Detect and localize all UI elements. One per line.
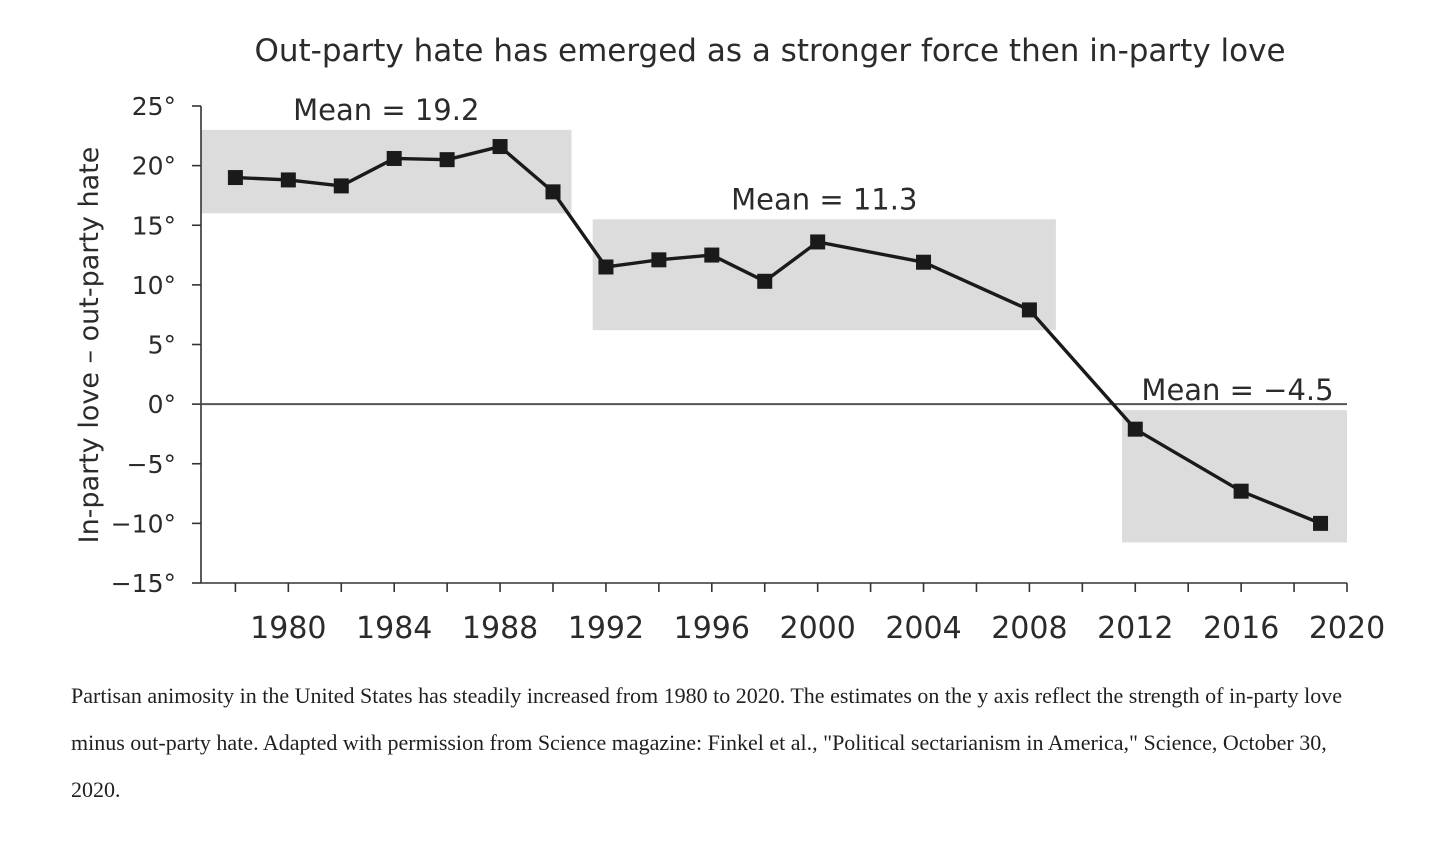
x-tick-label: 2000 [779,611,855,646]
x-tick-label: 2008 [991,611,1067,646]
x-tick-label: 1980 [250,611,326,646]
chart: Out-party hate has emerged as a stronger… [74,33,1385,646]
y-axis-label: In-party love – out-party hate [74,147,105,544]
y-tick-label: −5° [127,450,176,479]
data-point [810,234,826,250]
x-tick-label: 1992 [568,611,644,646]
data-point [386,150,402,166]
data-point [1021,302,1037,318]
data-point [757,273,773,289]
axes: 25° 20° 15° 10° 5° 0° −5° −10° −15° 1980 1984 1988 1… [111,92,1385,646]
mean-region-1 [201,129,572,214]
data-point [280,172,296,188]
x-tick-label: 1996 [674,611,750,646]
data-point [333,178,349,194]
mean-label-2: Mean = 11.3 [731,182,917,216]
data-point [492,139,508,155]
data-point [704,247,720,263]
data-point [1127,421,1143,437]
y-tick-label: 20° [132,152,176,181]
x-tick-label: 2020 [1309,611,1385,646]
data-point [227,170,243,186]
y-tick-label: −15° [111,569,176,598]
x-tick-label: 1988 [462,611,538,646]
data-point [651,252,667,268]
y-tick-label: 15° [132,211,176,240]
data-point [598,259,614,275]
figure-caption: Partisan animosity in the United States … [71,683,1343,802]
y-tick-label: 5° [148,331,176,360]
data-series [227,139,1329,531]
y-tick-label: 10° [132,271,176,300]
x-tick-label: 2012 [1097,611,1173,646]
y-tick-label: −10° [111,509,176,538]
mean-regions: Mean = 19.2 Mean = 11.3 Mean = −4.5 [201,93,1347,543]
x-tick-label: 2004 [885,611,961,646]
x-tick-label: 2016 [1203,611,1279,646]
data-point [1313,515,1329,531]
y-tick-label: 0° [148,390,176,419]
data-point [439,152,455,168]
mean-label-3: Mean = −4.5 [1141,373,1333,407]
chart-title: Out-party hate has emerged as a stronger… [254,33,1285,69]
data-point [545,184,561,200]
y-tick-label: 25° [132,92,176,121]
data-point [916,254,932,270]
mean-label-1: Mean = 19.2 [293,93,479,127]
data-point [1233,483,1249,499]
x-tick-label: 1984 [356,611,432,646]
